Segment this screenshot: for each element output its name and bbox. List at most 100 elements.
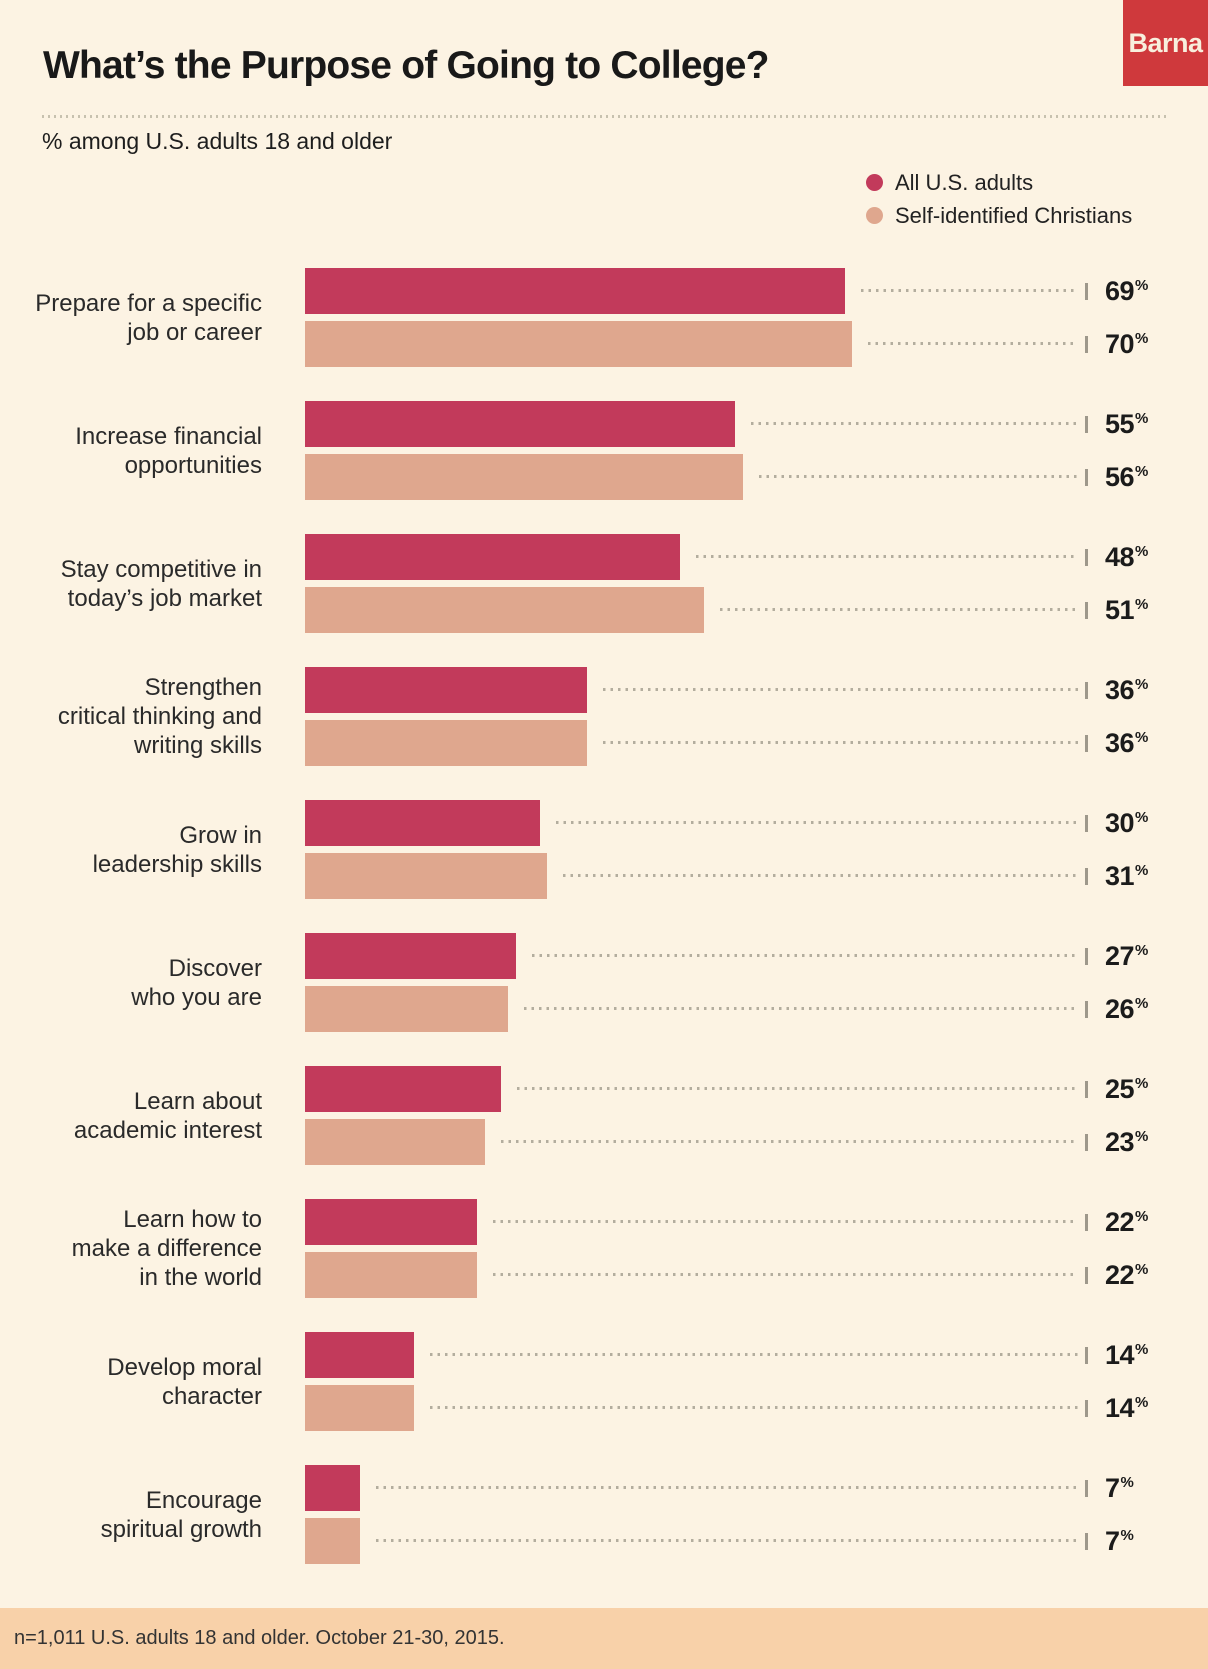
percent-sign: % bbox=[1135, 1208, 1149, 1225]
bar-all-us-adults bbox=[305, 1332, 415, 1378]
percent-sign: % bbox=[1135, 543, 1149, 560]
leader-line bbox=[493, 1273, 1078, 1276]
percent-sign: % bbox=[1135, 410, 1149, 427]
value-number: 25 bbox=[1105, 1073, 1135, 1104]
leader-line bbox=[719, 608, 1078, 611]
value-label: 22% bbox=[1105, 1252, 1148, 1298]
value-number: 69 bbox=[1105, 275, 1135, 306]
category-label: Prepare for a specific job or career bbox=[35, 289, 262, 346]
axis-tick bbox=[1085, 735, 1088, 752]
leader-line bbox=[758, 475, 1078, 478]
axis-tick bbox=[1085, 469, 1088, 486]
bar-all-us-adults bbox=[305, 1066, 501, 1112]
bar-self-identified-christians bbox=[305, 1385, 415, 1431]
bar-track bbox=[305, 1199, 1088, 1298]
leader-line bbox=[751, 422, 1078, 425]
value-number: 51 bbox=[1105, 594, 1135, 625]
percent-sign: % bbox=[1135, 1394, 1149, 1411]
leader-line bbox=[563, 874, 1078, 877]
bar-self-identified-christians bbox=[305, 986, 509, 1032]
axis-tick bbox=[1085, 602, 1088, 619]
value-label: 25% bbox=[1105, 1066, 1148, 1112]
percent-sign: % bbox=[1120, 1527, 1134, 1544]
value-number: 22 bbox=[1105, 1206, 1135, 1237]
category-label: Increase financial opportunities bbox=[75, 422, 262, 479]
barna-logo-text: Barna bbox=[1128, 27, 1203, 58]
leader-line bbox=[375, 1539, 1078, 1542]
legend-label: All U.S. adults bbox=[895, 169, 1034, 195]
value-label: 36% bbox=[1105, 720, 1148, 766]
bar-self-identified-christians bbox=[305, 454, 743, 500]
category-label: Learn how to make a difference in the wo… bbox=[71, 1206, 262, 1291]
bar-track bbox=[305, 1332, 1088, 1431]
legend-item-all-us-adults: All U.S. adults bbox=[866, 166, 1132, 199]
value-label: 14% bbox=[1105, 1332, 1148, 1378]
value-label: 22% bbox=[1105, 1199, 1148, 1245]
value-number: 27 bbox=[1105, 940, 1135, 971]
value-label: 56% bbox=[1105, 454, 1148, 500]
chart-row: Encourage spiritual growth 7% 7% bbox=[0, 1465, 1208, 1564]
percent-sign: % bbox=[1135, 1341, 1149, 1358]
leader-line bbox=[524, 1007, 1078, 1010]
bar-track bbox=[305, 268, 1088, 367]
value-label: 7% bbox=[1105, 1465, 1134, 1511]
chart-row: Increase financial opportunities 55% 56% bbox=[0, 401, 1208, 500]
axis-tick bbox=[1085, 1400, 1088, 1417]
bar-track bbox=[305, 1066, 1088, 1165]
percent-sign: % bbox=[1135, 330, 1149, 347]
category-label: Stay competitive in today’s job market bbox=[60, 555, 262, 612]
legend: All U.S. adults Self-identified Christia… bbox=[866, 166, 1132, 232]
bar-all-us-adults bbox=[305, 1465, 360, 1511]
axis-tick bbox=[1085, 1001, 1088, 1018]
legend-label: Self-identified Christians bbox=[895, 202, 1133, 228]
bar-track bbox=[305, 800, 1088, 899]
percent-sign: % bbox=[1135, 676, 1149, 693]
axis-tick bbox=[1085, 868, 1088, 885]
percent-sign: % bbox=[1135, 862, 1149, 879]
value-label: 30% bbox=[1105, 800, 1148, 846]
value-number: 36 bbox=[1105, 727, 1135, 758]
axis-tick bbox=[1085, 1267, 1088, 1284]
bar-track bbox=[305, 1465, 1088, 1564]
percent-sign: % bbox=[1135, 277, 1149, 294]
category-label: Strengthen critical thinking and writing… bbox=[57, 674, 262, 759]
bar-all-us-adults bbox=[305, 401, 736, 447]
axis-tick bbox=[1085, 1533, 1088, 1550]
percent-sign: % bbox=[1120, 1474, 1134, 1491]
value-number: 14 bbox=[1105, 1392, 1135, 1423]
bar-self-identified-christians bbox=[305, 1518, 360, 1564]
dotted-divider bbox=[42, 115, 1168, 118]
axis-tick bbox=[1085, 1081, 1088, 1098]
sample-note: n=1,011 U.S. adults 18 and older. Octobe… bbox=[14, 1627, 505, 1649]
percent-sign: % bbox=[1135, 809, 1149, 826]
percent-sign: % bbox=[1135, 463, 1149, 480]
category-label: Discover who you are bbox=[131, 954, 262, 1011]
bar-all-us-adults bbox=[305, 1199, 478, 1245]
value-number: 48 bbox=[1105, 541, 1135, 572]
value-number: 70 bbox=[1105, 328, 1135, 359]
page-title: What’s the Purpose of Going to College? bbox=[43, 44, 769, 87]
axis-tick bbox=[1085, 549, 1088, 566]
bar-all-us-adults bbox=[305, 800, 540, 846]
chart-row: Learn about academic interest 25% 23% bbox=[0, 1066, 1208, 1165]
leader-line bbox=[696, 555, 1078, 558]
axis-tick bbox=[1085, 416, 1088, 433]
chart-row: Grow in leadership skills 30% 31% bbox=[0, 800, 1208, 899]
percent-sign: % bbox=[1135, 729, 1149, 746]
value-label: 23% bbox=[1105, 1119, 1148, 1165]
percent-sign: % bbox=[1135, 596, 1149, 613]
axis-tick bbox=[1085, 1134, 1088, 1151]
value-number: 26 bbox=[1105, 993, 1135, 1024]
chart-subtitle: % among U.S. adults 18 and older bbox=[42, 128, 393, 154]
axis-tick bbox=[1085, 1480, 1088, 1497]
value-number: 36 bbox=[1105, 674, 1135, 705]
leader-line bbox=[516, 1087, 1078, 1090]
axis-tick bbox=[1085, 682, 1088, 699]
chart-row: Develop moral character 14% 14% bbox=[0, 1332, 1208, 1431]
barna-logo: Barna bbox=[1123, 0, 1208, 86]
bar-track bbox=[305, 401, 1088, 500]
legend-dot-all-us-adults-icon bbox=[866, 174, 883, 191]
bar-self-identified-christians bbox=[305, 1119, 485, 1165]
value-number: 31 bbox=[1105, 860, 1135, 891]
value-label: 7% bbox=[1105, 1518, 1134, 1564]
